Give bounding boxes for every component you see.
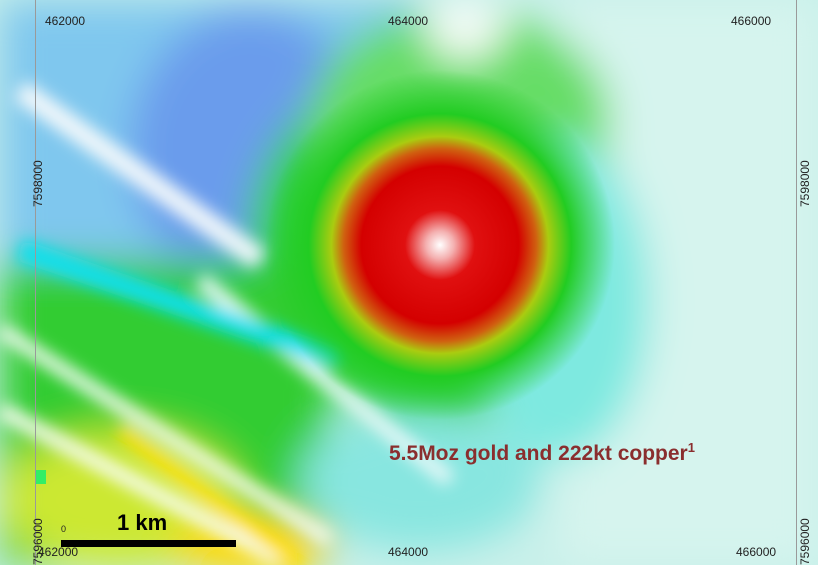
- resource-annotation: 5.5Moz gold and 222kt copper1: [389, 440, 695, 466]
- northing-label-right-2: 7596000: [798, 518, 812, 565]
- easting-label-bottom-1: 462000: [38, 545, 79, 559]
- resource-footnote-marker: 1: [687, 440, 695, 455]
- marker-square: [36, 470, 46, 484]
- anomaly-bullseye: [265, 70, 615, 420]
- resource-annotation-text: 5.5Moz gold and 222kt copper: [389, 442, 688, 465]
- northing-label-left-2: 7596000: [31, 518, 45, 565]
- northing-label-right-1: 7598000: [798, 160, 812, 207]
- easting-label-bottom-2: 464000: [388, 545, 429, 559]
- easting-label-top-3: 466000: [731, 14, 772, 28]
- easting-label-bottom-3: 466000: [736, 545, 777, 559]
- northing-label-left-1: 7598000: [31, 160, 45, 207]
- scale-bar-start-label: 0: [61, 524, 67, 534]
- scale-bar: [61, 540, 236, 547]
- easting-label-top-2: 464000: [388, 14, 429, 28]
- scale-bar-label: 1 km: [117, 510, 168, 535]
- easting-label-top-1: 462000: [45, 14, 86, 28]
